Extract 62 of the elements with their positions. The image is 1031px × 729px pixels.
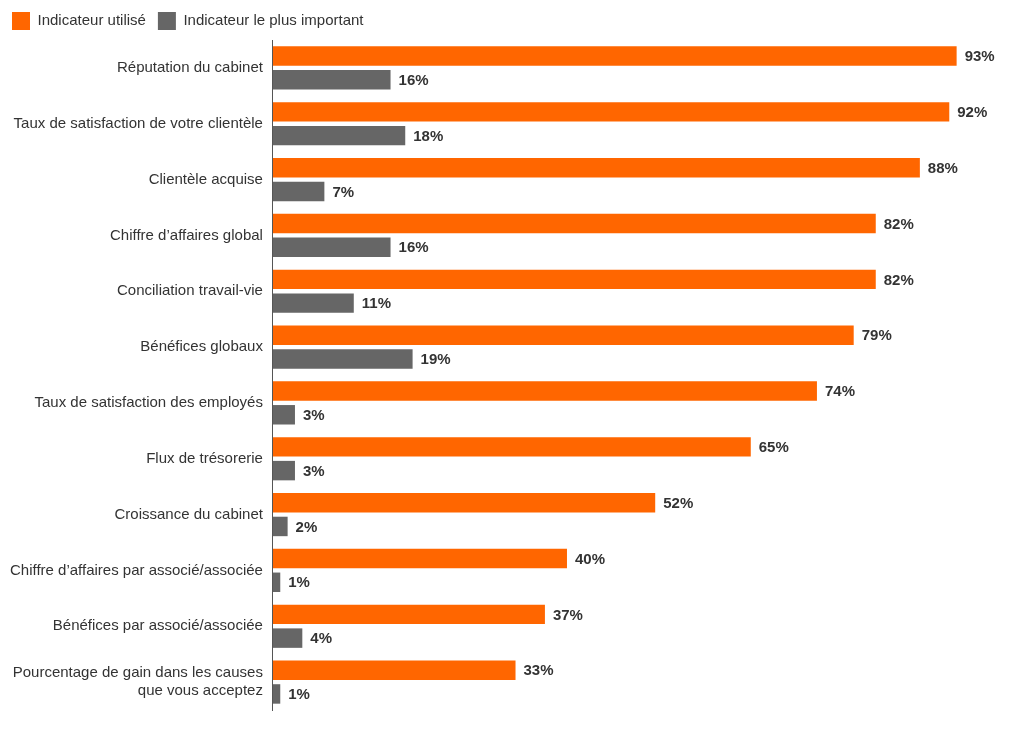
data-label: 88% xyxy=(927,158,958,176)
bar xyxy=(272,548,567,569)
bar xyxy=(272,237,391,258)
data-label: 16% xyxy=(398,70,429,88)
data-label: 7% xyxy=(332,182,355,200)
y-tick-label: Clientèle acquise xyxy=(148,169,263,187)
y-tick-label: Réputation du cabinet xyxy=(116,58,264,76)
bar xyxy=(272,293,354,313)
data-label: 52% xyxy=(663,493,694,511)
data-label: 82% xyxy=(883,214,914,232)
bar xyxy=(272,181,325,202)
data-label: 65% xyxy=(758,438,789,456)
bar xyxy=(272,157,920,178)
data-label: 40% xyxy=(574,549,606,567)
bar xyxy=(272,628,303,648)
bar xyxy=(272,516,288,537)
data-label: 19% xyxy=(420,350,451,368)
data-label: 2% xyxy=(295,517,318,535)
data-label: 93% xyxy=(964,47,995,65)
y-tick-label: Chiffre d’affaires par associé/associée xyxy=(9,560,263,578)
y-tick-label: Chiffre d’affaires global xyxy=(110,225,263,243)
y-tick-label: Bénéfices par associé/associée xyxy=(52,616,263,634)
bar xyxy=(272,660,516,680)
legend-label: Indicateur utilisé xyxy=(37,11,146,29)
data-label: 11% xyxy=(361,294,391,312)
bar xyxy=(272,460,295,481)
bar xyxy=(272,349,413,369)
y-tick-label: Bénéfices globaux xyxy=(140,337,264,355)
data-label: 1% xyxy=(288,573,310,591)
y-tick-label: Flux de trésorerie xyxy=(146,448,263,466)
legend-label: Indicateur le plus important xyxy=(183,11,365,29)
data-label: 3% xyxy=(302,405,325,423)
bar xyxy=(272,492,656,513)
bar xyxy=(272,102,950,122)
data-label: 33% xyxy=(523,661,554,679)
bar xyxy=(272,572,281,593)
data-label: 1% xyxy=(288,685,310,703)
data-label: 3% xyxy=(302,461,325,479)
bar xyxy=(272,269,876,290)
y-tick-label: Pourcentage de gain dans les causes que vous acceptez xyxy=(12,663,263,699)
bar xyxy=(272,381,817,401)
y-tick-label: Taux de satisfaction de votre clientèle xyxy=(13,113,263,131)
bar xyxy=(272,684,281,704)
data-label: 18% xyxy=(413,126,444,144)
data-label: 16% xyxy=(398,238,429,256)
bar xyxy=(272,125,406,146)
y-tick-label: Conciliation travail-vie xyxy=(117,281,263,299)
y-tick-label: Croissance du cabinet xyxy=(114,504,264,522)
bar xyxy=(272,213,876,234)
y-tick-label: Taux de satisfaction des employés xyxy=(34,393,263,411)
data-label: 82% xyxy=(883,270,914,288)
data-label: 37% xyxy=(552,605,583,623)
data-label: 79% xyxy=(861,326,892,344)
bar xyxy=(272,325,854,345)
data-label: 4% xyxy=(310,629,333,647)
bar xyxy=(272,70,391,90)
bar xyxy=(272,604,545,625)
data-label: 74% xyxy=(824,382,855,400)
data-label: 92% xyxy=(957,103,988,121)
bar xyxy=(272,46,957,66)
bar xyxy=(272,405,295,425)
bar xyxy=(272,437,751,457)
